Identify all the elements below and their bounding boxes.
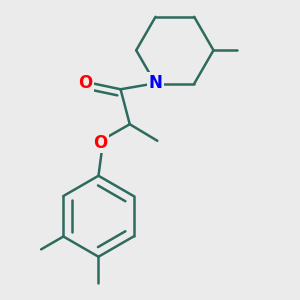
Text: N: N	[148, 74, 163, 92]
Text: O: O	[93, 134, 107, 152]
Text: N: N	[148, 74, 163, 92]
Text: O: O	[79, 74, 93, 92]
